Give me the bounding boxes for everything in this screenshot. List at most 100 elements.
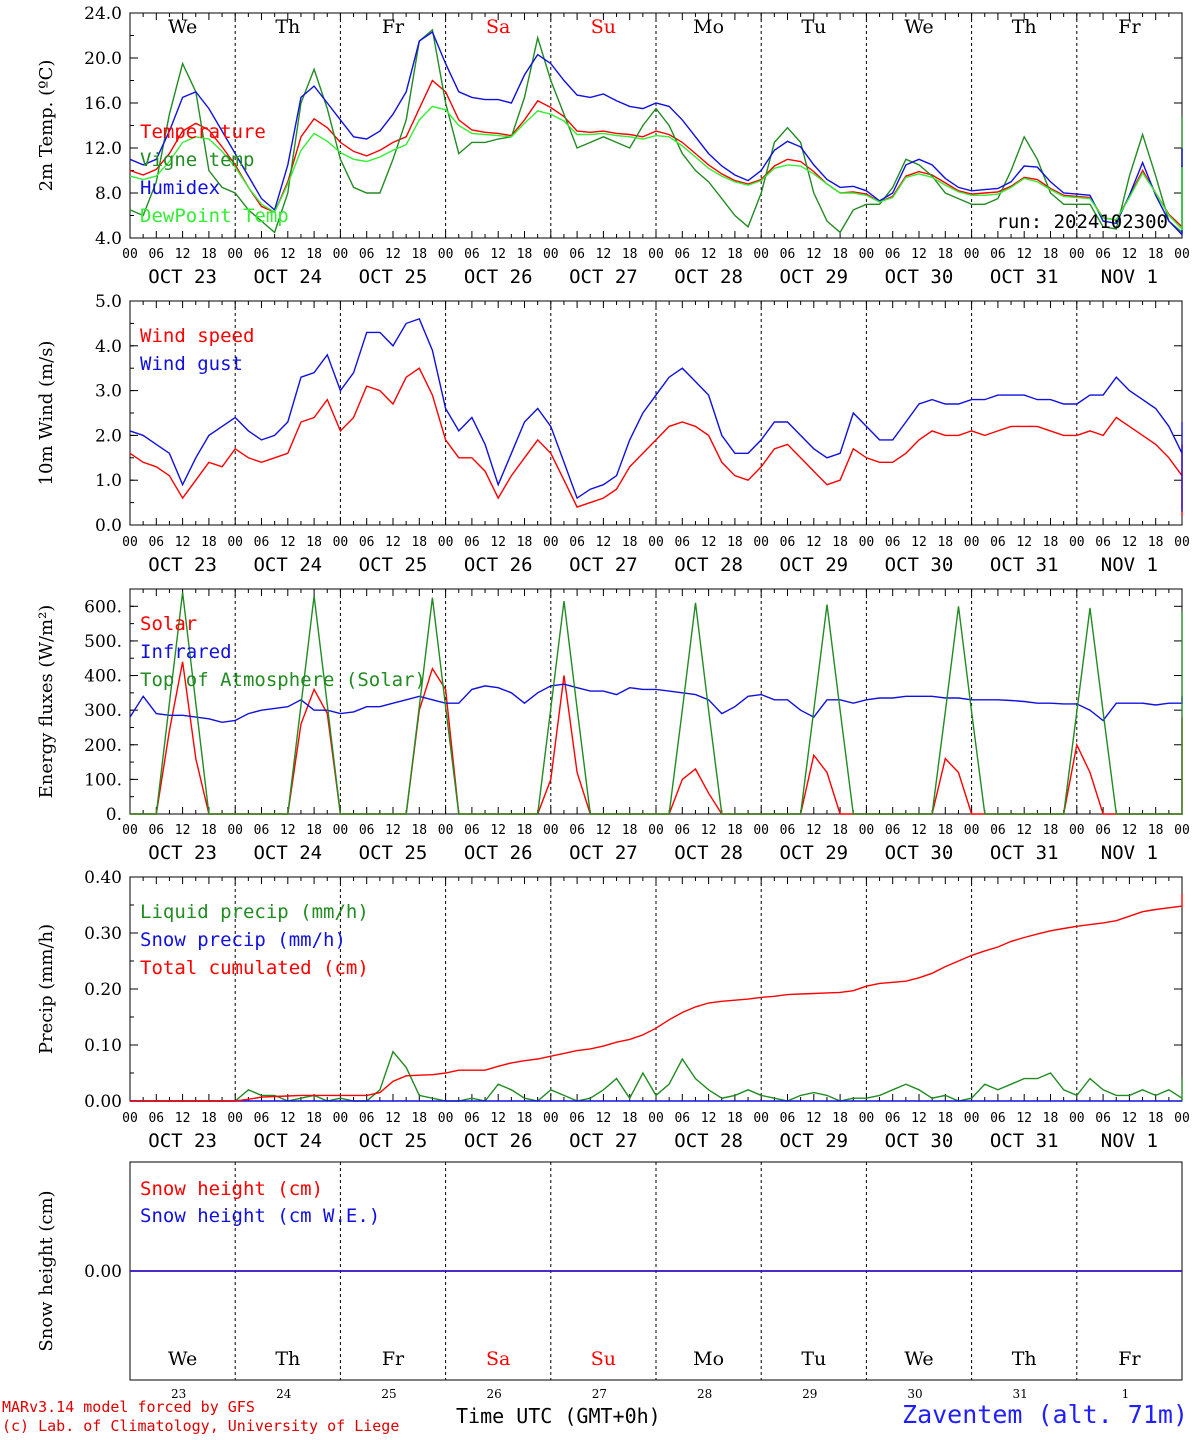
y-tick-label: 16.0 [84,94,122,114]
hour-label: 00 [1069,1111,1085,1126]
date-label: OCT 26 [464,266,533,288]
hour-label: 06 [359,823,375,838]
hour-label: 12 [385,1111,401,1126]
hour-label: 18 [727,247,743,262]
date-label: OCT 24 [253,1130,322,1152]
y-tick-label: 4.0 [95,229,122,249]
date-label: OCT 29 [779,554,848,576]
date-label: OCT 25 [359,554,428,576]
date-label: OCT 25 [359,266,428,288]
date-label: OCT 23 [148,1130,217,1152]
legend-entry: Liquid precip (mm/h) [140,901,369,923]
legend-entry: Total cumulated (cm) [140,957,369,979]
date-label: OCT 25 [359,842,428,864]
weekday-label: Th [1012,1348,1037,1370]
hour-label: 00 [753,247,769,262]
hour-label: 06 [464,535,480,550]
hour-label: 18 [201,247,217,262]
hour-label: 06 [1095,823,1111,838]
hour-label: 06 [674,247,690,262]
day-number-label: 30 [907,1387,922,1400]
hour-label: 18 [727,535,743,550]
hour-label: 18 [517,535,533,550]
hour-label: 00 [333,247,349,262]
hour-label: 06 [254,535,270,550]
date-label: OCT 24 [253,842,322,864]
date-label: NOV 1 [1101,554,1158,576]
hour-label: 00 [1174,535,1190,550]
hour-label: 12 [1016,535,1032,550]
hour-label: 18 [201,823,217,838]
hour-label: 18 [306,823,322,838]
date-label: OCT 24 [253,554,322,576]
y-tick-label: 0.00 [84,1262,122,1282]
hour-label: 06 [254,1111,270,1126]
hour-label: 06 [148,1111,164,1126]
hour-label: 12 [911,247,927,262]
hour-label: 06 [464,823,480,838]
y-tick-label: 12.0 [84,139,122,159]
hour-label: 00 [964,823,980,838]
hour-label: 12 [596,823,612,838]
hour-label: 12 [701,1111,717,1126]
hour-label: 12 [596,535,612,550]
hour-label: 00 [227,823,243,838]
weekday-label: We [168,16,197,38]
hour-label: 06 [780,823,796,838]
hour-label: 06 [990,535,1006,550]
hour-label: 18 [201,535,217,550]
legend-entry: Wind gust [140,353,243,375]
hour-label: 06 [990,1111,1006,1126]
hour-label: 18 [832,247,848,262]
hour-label: 00 [964,535,980,550]
y-tick-label: 300. [84,701,122,721]
day-number-label: 23 [171,1387,186,1400]
hour-label: 12 [280,1111,296,1126]
hour-label: 12 [280,535,296,550]
date-label: OCT 23 [148,266,217,288]
hour-label: 12 [911,1111,927,1126]
hour-label: 18 [1148,823,1164,838]
hour-label: 06 [254,247,270,262]
hour-label: 00 [122,535,138,550]
hour-label: 12 [175,535,191,550]
legend-entry: Vigne temp [140,149,254,171]
hour-label: 18 [937,823,953,838]
hour-label: 06 [990,247,1006,262]
hour-label: 06 [990,823,1006,838]
y-tick-label: 600. [84,597,122,617]
hour-label: 06 [359,535,375,550]
hour-label: 00 [543,535,559,550]
day-number-label: 29 [802,1387,817,1400]
hour-label: 18 [1148,1111,1164,1126]
legend-entry: Infrared [140,641,232,663]
date-label: OCT 30 [885,554,954,576]
hour-label: 00 [753,1111,769,1126]
hour-label: 06 [674,1111,690,1126]
hour-label: 12 [385,823,401,838]
legend-entry: Wind speed [140,325,254,347]
date-label: NOV 1 [1101,842,1158,864]
hour-label: 12 [1016,823,1032,838]
series-line [129,28,1183,234]
day-number-label: 25 [381,1387,396,1400]
hour-label: 06 [674,823,690,838]
hour-label: 12 [175,247,191,262]
hour-label: 18 [622,823,638,838]
day-number-label: 24 [276,1387,292,1400]
hour-label: 00 [543,823,559,838]
hour-label: 18 [937,535,953,550]
date-label: OCT 25 [359,1130,428,1152]
y-tick-label: 0.00 [84,1092,122,1112]
weekday-label: Fr [1118,16,1141,38]
y-axis-label: Precip (mm/h) [36,924,57,1054]
hour-label: 12 [490,247,506,262]
hour-label: 12 [806,535,822,550]
hour-label: 06 [1095,535,1111,550]
legend-entry: Snow height (cm W.E.) [140,1205,380,1227]
hour-label: 18 [937,1111,953,1126]
hour-label: 00 [859,535,875,550]
weekday-label: We [904,1348,933,1370]
hour-label: 18 [201,1111,217,1126]
hour-label: 06 [569,247,585,262]
